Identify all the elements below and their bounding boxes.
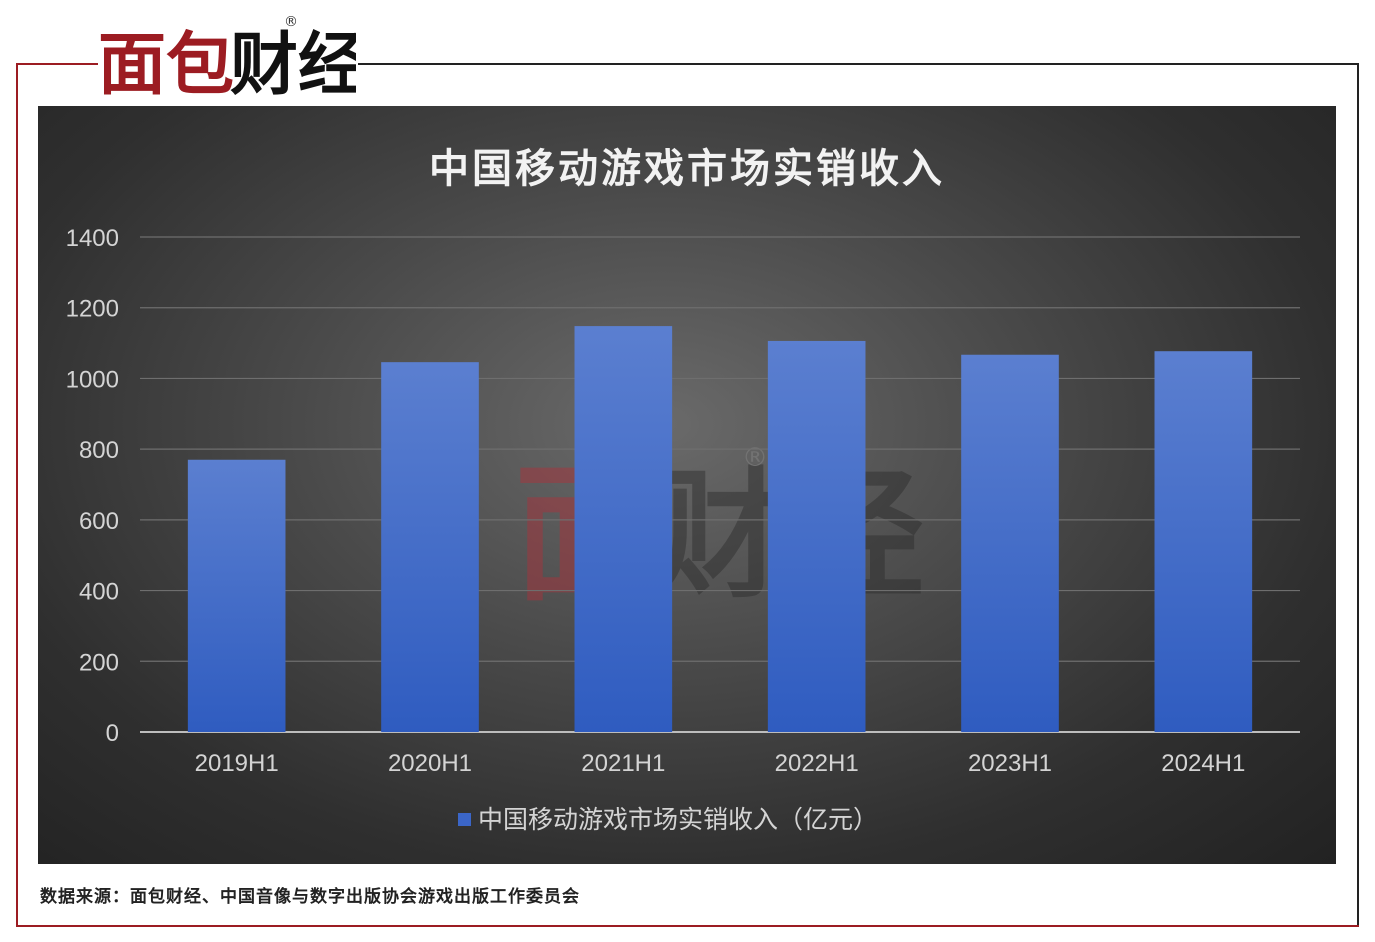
- chart: 面 包 财经 ® 中国移动游戏市场实销收入 020040060080010001…: [66, 146, 1300, 834]
- x-tick-label: 2023H1: [968, 750, 1052, 777]
- bar: [961, 354, 1059, 732]
- legend-label: 中国移动游戏市场实销收入（亿元）: [478, 805, 878, 834]
- frame-bottom-line: [16, 925, 1359, 927]
- x-tick-label: 2022H1: [775, 750, 859, 777]
- y-tick-label: 600: [79, 508, 119, 535]
- svg-text:财经: 财经: [230, 26, 356, 100]
- x-tick-label: 2019H1: [195, 750, 279, 777]
- frame-right-line: [1357, 63, 1359, 927]
- y-tick-label: 200: [79, 649, 119, 676]
- bar: [1154, 351, 1253, 732]
- y-tick-label: 400: [79, 579, 119, 606]
- chart-title: 中国移动游戏市场实销收入: [429, 146, 945, 192]
- chart-panel: 面 包 财经 ® 中国移动游戏市场实销收入 020040060080010001…: [38, 106, 1336, 864]
- brand-logo: 面包 财经: [98, 26, 356, 100]
- svg-text:面包: 面包: [98, 26, 234, 100]
- y-tick-label: 1200: [66, 296, 119, 323]
- source-note: 数据来源：面包财经、中国音像与数字出版协会游戏出版工作委员会: [40, 887, 580, 907]
- registered-mark: ®: [284, 14, 298, 30]
- y-tick-label: 1000: [66, 366, 119, 393]
- svg-text:®: ®: [742, 443, 768, 473]
- frame-top-right-line: [358, 63, 1359, 65]
- bar: [381, 362, 479, 732]
- bar: [767, 340, 866, 732]
- legend-marker: [458, 813, 471, 826]
- frame-top-left-line: [16, 63, 98, 65]
- x-tick-label: 2021H1: [581, 750, 665, 777]
- y-tick-label: 0: [106, 720, 119, 747]
- y-tick-label: 1400: [66, 225, 119, 252]
- bar: [187, 459, 286, 732]
- x-tick-label: 2020H1: [388, 750, 472, 777]
- frame-left-line: [16, 63, 18, 927]
- y-tick-label: 800: [79, 437, 119, 464]
- bar: [574, 326, 673, 732]
- x-tick-label: 2024H1: [1161, 750, 1245, 777]
